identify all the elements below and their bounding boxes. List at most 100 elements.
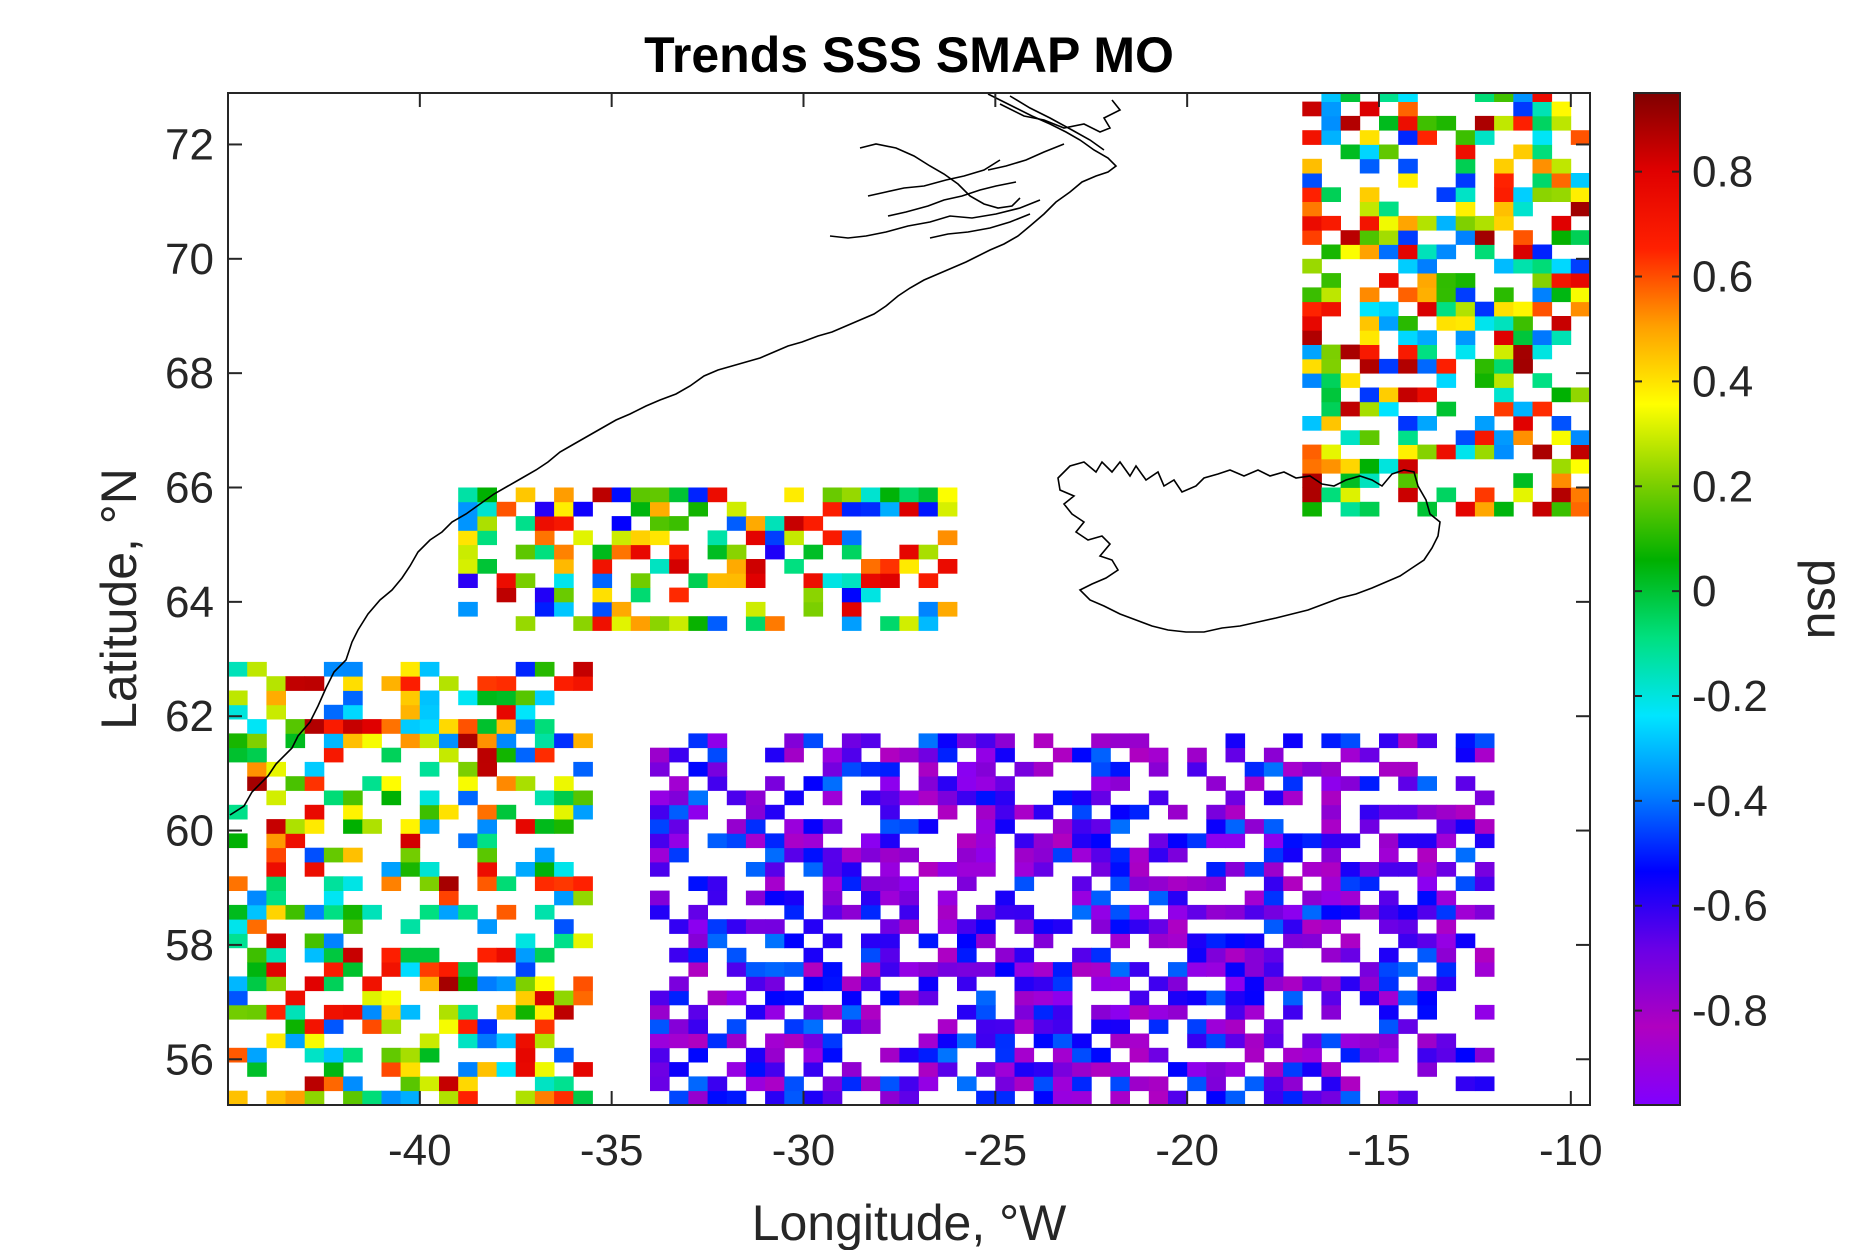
heatmap-cell	[861, 890, 881, 906]
heatmap-cell	[899, 819, 919, 834]
heatmap-cell	[1570, 501, 1590, 517]
heatmap-cell	[1436, 301, 1457, 317]
heatmap-cell	[1417, 115, 1437, 131]
heatmap-cell	[765, 530, 785, 546]
heatmap-cell	[1417, 890, 1437, 906]
heatmap-cell	[957, 790, 977, 806]
heatmap-cell	[266, 690, 286, 706]
heatmap-cell	[1340, 230, 1361, 245]
heatmap-cell	[1494, 115, 1514, 131]
heatmap-cell	[1359, 501, 1380, 517]
heatmap-cell	[419, 790, 440, 806]
heatmap-cell	[1244, 962, 1265, 977]
heatmap-cell	[918, 1076, 939, 1092]
greenland-fjord-2	[829, 199, 1041, 239]
heatmap-cell	[1321, 876, 1341, 891]
heatmap-cell	[1417, 244, 1437, 260]
heatmap-cell	[1091, 733, 1111, 749]
heatmap-cell	[1551, 101, 1572, 117]
heatmap-cell	[554, 776, 574, 791]
heatmap-cell	[362, 719, 382, 734]
heatmap-cell	[1052, 1019, 1073, 1034]
heatmap-cell	[1302, 862, 1322, 877]
colorbar-tick-label: 0	[1692, 567, 1716, 616]
heatmap-cell	[1072, 804, 1092, 820]
heatmap-cell	[362, 1019, 382, 1034]
heatmap-cell	[534, 1033, 555, 1049]
heatmap-cell	[1033, 990, 1054, 1006]
heatmap-cell	[688, 1047, 708, 1063]
heatmap-cell	[1225, 990, 1246, 1006]
heatmap-cell	[1302, 287, 1322, 303]
heatmap-cell	[880, 847, 900, 863]
heatmap-cell	[496, 704, 517, 720]
heatmap-cell	[880, 559, 900, 574]
heatmap-cell	[458, 719, 478, 734]
heatmap-cell	[266, 1090, 286, 1105]
heatmap-cell	[573, 804, 593, 820]
heatmap-cell	[880, 804, 900, 820]
heatmap-cell	[1455, 501, 1476, 517]
heatmap-cell	[1206, 876, 1226, 891]
heatmap-cell	[976, 1019, 996, 1034]
heatmap-cell	[918, 616, 939, 631]
heatmap-cell	[707, 544, 728, 560]
heatmap-cell	[841, 587, 862, 603]
heatmap-cell	[1168, 919, 1188, 934]
heatmap-cell	[1110, 761, 1130, 777]
heatmap-cell	[1110, 847, 1130, 863]
heatmap-cell	[1455, 215, 1476, 231]
heatmap-cell	[1359, 401, 1380, 417]
heatmap-cell	[534, 947, 555, 963]
heatmap-cell	[995, 1047, 1015, 1063]
heatmap-cell	[1206, 776, 1226, 791]
heatmap-cell	[688, 616, 708, 631]
heatmap-cell	[1072, 876, 1092, 891]
heatmap-cell	[707, 990, 728, 1006]
heatmap-cell	[861, 876, 881, 891]
heatmap-cell	[918, 761, 939, 777]
heatmap-cell	[899, 904, 919, 920]
heatmap-cell	[1455, 430, 1476, 445]
heatmap-cell	[1052, 1004, 1073, 1020]
heatmap-cell	[765, 919, 785, 934]
heatmap-cell	[266, 847, 286, 863]
heatmap-cell	[1379, 1033, 1399, 1049]
heatmap-cell	[765, 1090, 785, 1105]
heatmap-cell	[343, 704, 363, 720]
heatmap-cell	[937, 501, 958, 517]
heatmap-cell	[1417, 990, 1437, 1006]
heatmap-cell	[1225, 933, 1246, 949]
heatmap-cell	[1455, 344, 1476, 360]
heatmap-cell	[1072, 1047, 1092, 1063]
heatmap-cell	[1417, 416, 1437, 431]
heatmap-cell	[1359, 430, 1380, 445]
heatmap-cell	[1321, 344, 1341, 360]
heatmap-cell	[400, 733, 421, 749]
colorbar-tick-label: -0.2	[1692, 672, 1768, 721]
heatmap-cell	[534, 1004, 555, 1020]
heatmap-cell	[496, 676, 517, 691]
heatmap-cell	[1014, 1004, 1035, 1020]
heatmap-cell	[1455, 733, 1476, 749]
heatmap-cell	[803, 1004, 824, 1020]
heatmap-cell	[822, 790, 843, 806]
heatmap-cell	[1513, 401, 1533, 417]
heatmap-cell	[477, 833, 497, 849]
greenland-coastline	[229, 93, 1118, 816]
heatmap-cell	[957, 919, 977, 934]
heatmap-cell	[1532, 330, 1553, 345]
y-tick-label: 60	[165, 807, 214, 856]
heatmap-cell	[515, 516, 536, 531]
heatmap-cell	[765, 833, 785, 849]
heatmap-cell	[1206, 862, 1226, 877]
heatmap-cell	[1321, 115, 1341, 131]
heatmap-cell	[745, 790, 766, 806]
heatmap-cell	[1263, 1033, 1284, 1049]
heatmap-cell	[1129, 919, 1150, 934]
heatmap-cell	[1551, 416, 1572, 431]
heatmap-cell	[765, 933, 785, 949]
heatmap-cell	[1398, 287, 1418, 303]
heatmap-cell	[765, 616, 785, 631]
heatmap-cell	[1225, 1004, 1246, 1020]
